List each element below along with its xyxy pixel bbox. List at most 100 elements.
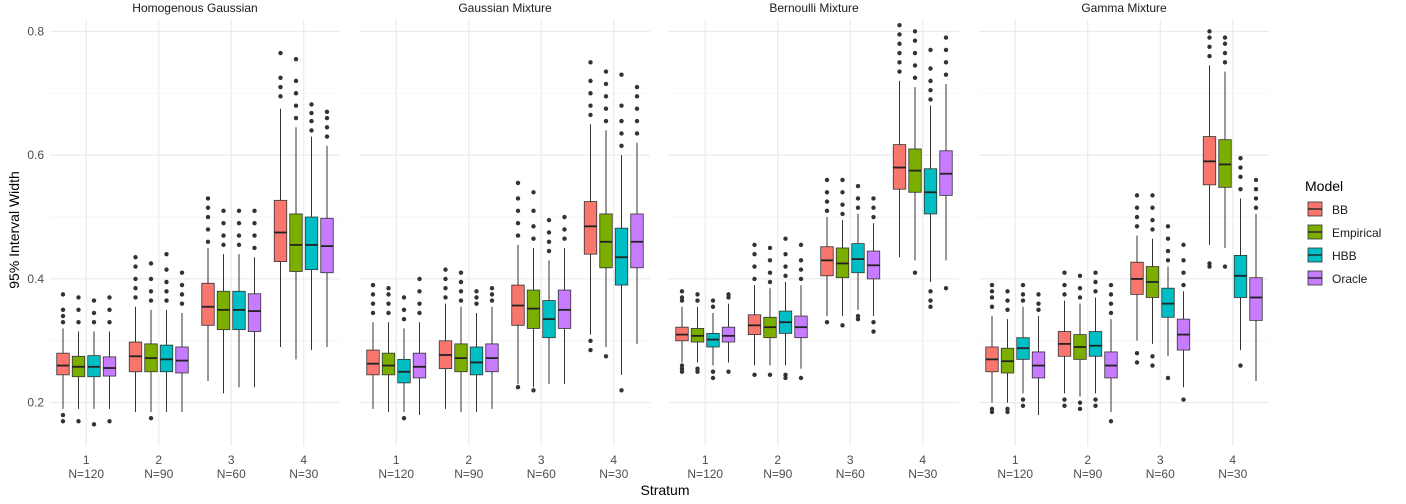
- outlier-point: [324, 125, 330, 130]
- boxplot-box: [71, 295, 86, 424]
- outlier-point: [1165, 224, 1171, 229]
- outlier-point: [91, 422, 97, 427]
- x-axis-title: Stratum: [640, 482, 689, 498]
- outlier-point: [1093, 403, 1098, 408]
- outlier-point: [989, 304, 995, 309]
- outlier-point: [107, 295, 112, 300]
- box-iqr: [820, 246, 834, 277]
- outlier-point: [1165, 258, 1171, 263]
- x-tick-label: 1: [83, 453, 90, 467]
- outlier-point: [912, 38, 918, 43]
- outlier-point: [1222, 35, 1228, 40]
- outlier-point: [236, 242, 242, 248]
- outlier-point: [798, 375, 804, 381]
- outlier-point: [1134, 360, 1140, 365]
- boxplot-box: [614, 72, 629, 393]
- boxplot-box: [1145, 193, 1160, 368]
- panel-title: Bernoulli Mixture: [769, 1, 859, 15]
- outlier-point: [148, 276, 154, 282]
- legend-item: Oracle: [1307, 270, 1368, 286]
- x-tick-label: 3: [847, 453, 854, 467]
- box-iqr: [1249, 277, 1263, 321]
- outlier-point: [1181, 270, 1186, 275]
- outlier-point: [989, 289, 995, 294]
- outlier-point: [562, 214, 567, 220]
- outlier-point: [679, 295, 685, 300]
- x-tick-sublabel: N=120: [378, 467, 414, 481]
- outlier-point: [1005, 307, 1010, 313]
- outlier-point: [546, 217, 552, 223]
- outlier-point: [133, 255, 138, 260]
- outlier-point: [588, 91, 593, 96]
- x-tick-sublabel: N=120: [997, 467, 1033, 481]
- outlier-point: [1005, 409, 1010, 415]
- outlier-point: [1165, 375, 1171, 381]
- outlier-point: [1077, 273, 1083, 279]
- boxplot-box: [1249, 177, 1263, 382]
- outlier-point: [133, 264, 138, 269]
- outlier-point: [76, 320, 81, 325]
- outlier-point: [562, 236, 567, 241]
- x-tick-sublabel: N=30: [289, 467, 318, 481]
- y-tick-label: 0.4: [27, 272, 44, 286]
- outlier-point: [458, 279, 464, 285]
- legend-label: Empirical: [1332, 226, 1381, 240]
- outlier-point: [531, 190, 536, 195]
- x-tick-sublabel: N=90: [763, 467, 792, 481]
- outlier-point: [1181, 397, 1186, 402]
- outlier-point: [474, 295, 479, 300]
- x-tick-label: 1: [393, 453, 400, 467]
- outlier-point: [278, 84, 283, 90]
- outlier-point: [679, 289, 685, 294]
- outlier-point: [752, 276, 757, 282]
- boxplot-box: [706, 298, 720, 381]
- outlier-point: [1150, 354, 1155, 359]
- boxplot-box: [1057, 270, 1072, 408]
- outlier-point: [278, 50, 283, 56]
- outlier-point: [1108, 310, 1114, 316]
- outlier-point: [928, 66, 933, 71]
- x-tick-label: 3: [228, 453, 235, 467]
- boxplot-box: [1202, 29, 1217, 269]
- outlier-point: [1222, 264, 1228, 269]
- outlier-point: [679, 369, 685, 374]
- box-iqr: [1218, 139, 1232, 188]
- outlier-point: [1207, 261, 1212, 266]
- outlier-point: [236, 221, 242, 226]
- boxplot-box: [438, 267, 453, 409]
- outlier-point: [928, 97, 933, 102]
- x-tick-label: 3: [538, 453, 545, 467]
- outlier-point: [855, 316, 861, 322]
- boxplot-box: [1016, 282, 1030, 408]
- outlier-point: [164, 298, 169, 303]
- legend-item: Empirical: [1307, 224, 1381, 240]
- outlier-point: [417, 301, 422, 306]
- legend: Model BB Empirical HBB Oracle: [1305, 178, 1381, 286]
- y-axis: 0.2 0.4 0.6 0.8: [27, 24, 44, 409]
- outlier-point: [107, 320, 112, 325]
- x-tick-label: 4: [610, 453, 617, 467]
- outlier-point: [634, 131, 640, 136]
- outlier-point: [1093, 279, 1098, 285]
- outlier-point: [76, 419, 81, 424]
- outlier-point: [60, 313, 66, 319]
- outlier-point: [1020, 403, 1026, 408]
- x-tick-sublabel: N=30: [599, 467, 628, 481]
- outlier-point: [840, 177, 845, 183]
- outlier-point: [417, 289, 422, 294]
- outlier-point: [897, 50, 902, 56]
- panels-layer: Homogenous Gaussian1N=1202N=903N=604N=30…: [50, 1, 1269, 481]
- boxplot-box: [908, 29, 922, 275]
- boxplot-box: [128, 255, 143, 412]
- boxplot-box: [304, 102, 319, 351]
- outlier-point: [1077, 285, 1083, 291]
- outlier-point: [148, 289, 154, 294]
- outlier-point: [76, 307, 81, 313]
- outlier-point: [783, 273, 788, 279]
- boxplot-box: [526, 190, 541, 393]
- boxplot-box: [1073, 273, 1087, 412]
- boxplot-box: [690, 292, 705, 374]
- outlier-point: [236, 208, 242, 214]
- panel: Bernoulli Mixture 1N=120 2N=90 3N=60 4N=30: [669, 1, 959, 481]
- boxplot-box: [175, 270, 189, 412]
